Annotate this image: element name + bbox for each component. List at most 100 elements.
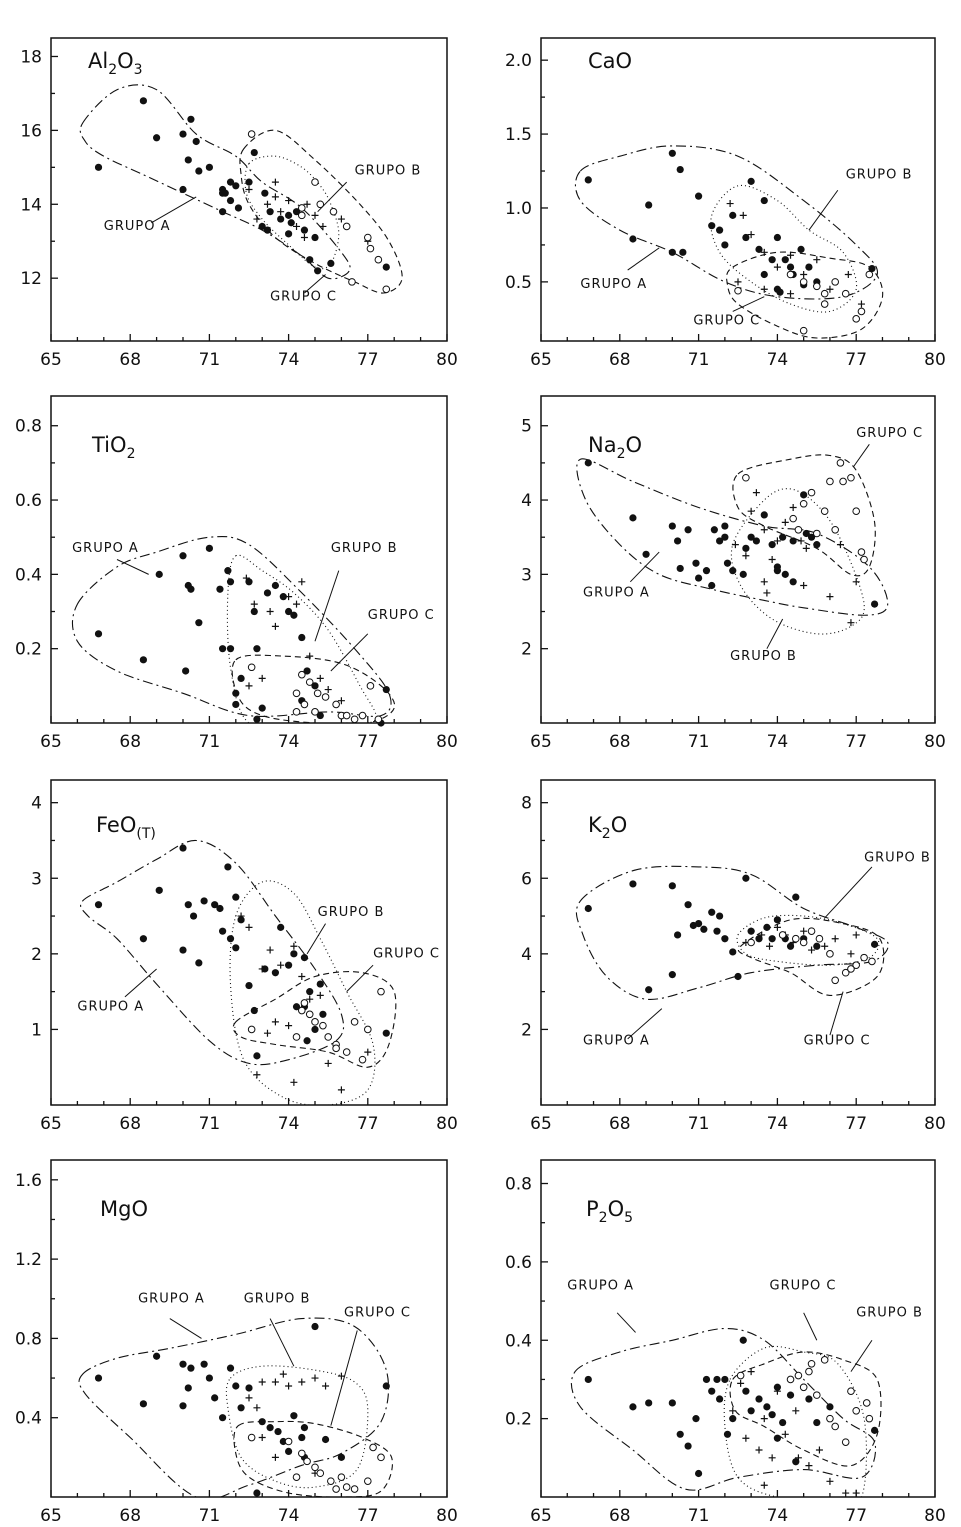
point-grupo-c [342,711,351,720]
points-grupo-c [247,987,385,1064]
point-grupo-a [695,192,703,200]
point-grupo-c [860,953,868,962]
point-grupo-a [224,567,232,575]
point-grupo-c [292,708,301,716]
point-grupo-a [300,226,309,234]
point-grupo-a [747,177,755,185]
point-grupo-c [820,300,829,308]
point-grupo-c [826,477,834,486]
point-grupo-b [258,674,266,682]
point-grupo-b [319,222,327,230]
y-tick-label: 2 [521,640,532,660]
point-grupo-a [285,211,293,219]
envelope-grupo-c [732,454,876,577]
point-grupo-b [852,1489,860,1497]
point-grupo-a [781,570,789,578]
point-grupo-c [300,999,309,1007]
group-label: GRUPO A [567,1278,636,1333]
point-grupo-a [789,578,797,586]
point-grupo-a [742,1387,750,1395]
point-grupo-a [311,1322,319,1331]
points-grupo-b [242,574,345,705]
group-label-text: GRUPO B [846,167,913,182]
oxide-label: K2O [588,813,627,842]
point-grupo-c [298,670,306,679]
y-tick-label: 0.8 [15,417,42,437]
panel-2: 65 68 71 74 77 80 0.5 1.0 1.5 2.0 CaO GRUPO A GRUPO … [505,37,946,370]
point-grupo-a [250,1006,258,1015]
point-grupo-c [298,1449,306,1458]
point-grupo-a [337,1453,345,1461]
x-tick-label: 68 [119,1114,141,1134]
point-grupo-c [247,130,256,138]
oxide-label-subscript: 5 [624,1210,633,1226]
point-grupo-b [266,946,274,954]
point-grupo-c [831,1422,839,1431]
point-grupo-a [232,944,240,952]
point-grupo-c [342,1483,351,1491]
oxide-label: FeO(T) [96,813,156,842]
point-grupo-a [645,1399,653,1407]
point-grupo-a [768,256,776,264]
points-grupo-c [247,663,383,724]
point-grupo-a [179,185,187,194]
point-grupo-a [195,959,203,967]
x-tick-label: 68 [119,732,141,752]
point-grupo-a [729,1415,737,1423]
point-grupo-b [805,1462,813,1470]
point-grupo-b [253,1071,261,1079]
group-label-text: GRUPO C [270,289,337,304]
y-tick-label: 0.8 [15,1329,42,1349]
point-grupo-a [290,611,298,619]
point-grupo-b [815,1446,823,1454]
group-label: GRUPO B [808,167,913,231]
point-grupo-a [629,1403,637,1411]
point-grupo-a [234,204,243,212]
plot-frame [50,1159,448,1498]
x-tick-label: 71 [688,1506,710,1526]
point-grupo-b [245,923,253,931]
point-grupo-c [831,278,839,286]
point-grupo-a [721,522,729,530]
group-label-text: GRUPO C [856,426,923,441]
oxide-label-text: O [611,813,628,837]
group-label-leader [803,1312,818,1341]
point-grupo-c [852,1406,861,1415]
point-grupo-b [298,578,306,586]
point-grupo-a [195,619,203,627]
point-grupo-a [271,969,279,977]
point-grupo-a [760,196,768,205]
x-tick-label: 74 [278,1114,300,1134]
point-grupo-c [292,1473,301,1481]
point-grupo-a [327,259,335,268]
point-grupo-a [258,704,266,712]
point-grupo-b [298,973,306,981]
point-grupo-a [668,522,676,530]
point-grupo-b [808,946,816,954]
x-tick-label: 65 [530,1114,552,1134]
oxide-label-text: O [608,1197,625,1221]
group-label: GRUPO B [306,905,383,955]
point-grupo-b [747,231,755,239]
point-grupo-a [232,1382,240,1390]
x-tick-label: 71 [688,732,710,752]
group-label-text: GRUPO C [804,1034,871,1049]
point-grupo-a [277,215,285,223]
point-grupo-b [737,1379,745,1387]
point-grupo-b [844,270,852,278]
point-grupo-a [826,1403,834,1411]
oxide-label-text: O [117,49,134,73]
plot-frame [540,1159,936,1498]
point-grupo-b [316,991,324,999]
point-grupo-c [298,204,306,212]
point-grupo-a [184,1384,192,1392]
point-grupo-c [831,525,839,534]
point-grupo-a [184,156,192,164]
point-grupo-a [179,1402,187,1410]
oxide-label-subscript: 2 [127,446,136,462]
point-grupo-a [708,908,716,916]
point-grupo-c [342,1048,351,1056]
group-label: GRUPO A [583,551,660,601]
point-grupo-c [852,315,861,323]
point-grupo-a [773,916,782,924]
